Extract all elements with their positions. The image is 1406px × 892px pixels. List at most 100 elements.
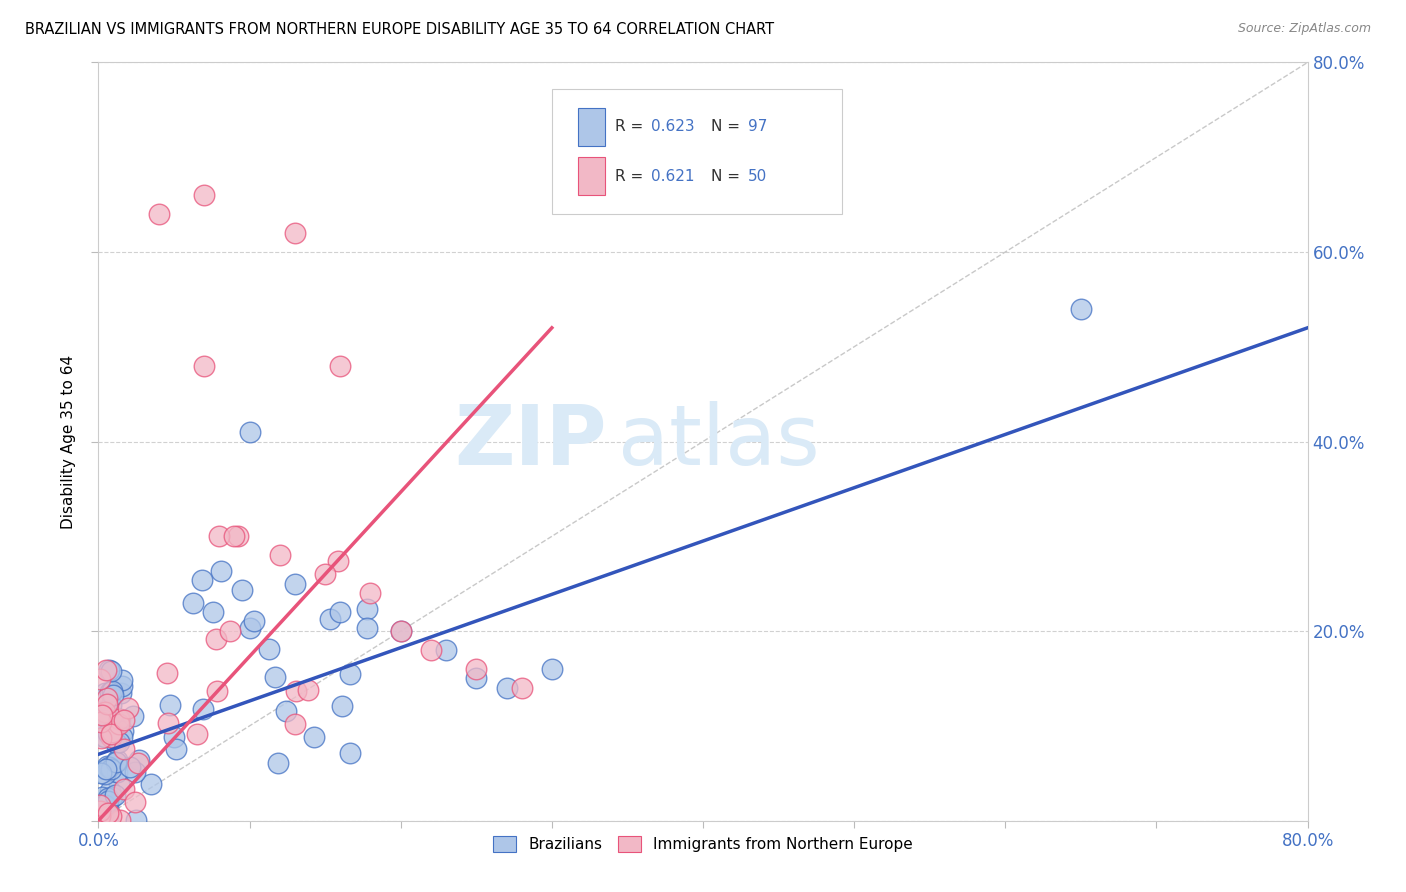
Point: [94, 708, 117, 723]
Point: [90, 713, 112, 727]
Point: [191, 701, 214, 715]
Point: [330, 699, 353, 714]
Point: [165, 742, 187, 756]
Point: [284, 226, 307, 240]
Point: [163, 730, 186, 744]
Point: [98, 784, 121, 798]
Point: [100, 762, 122, 776]
Point: [209, 564, 232, 578]
Point: [112, 782, 135, 797]
Point: [110, 686, 132, 700]
Point: [112, 714, 135, 728]
Point: [93, 724, 115, 739]
Point: [128, 753, 150, 767]
Point: [96, 727, 118, 741]
Point: [157, 716, 180, 731]
Point: [125, 814, 148, 828]
Point: [285, 684, 308, 698]
Text: 0.621: 0.621: [651, 169, 695, 184]
Point: [111, 673, 134, 688]
Point: [193, 359, 215, 373]
Point: [148, 207, 170, 221]
Point: [181, 596, 204, 610]
Point: [89, 673, 111, 687]
Point: [97, 726, 120, 740]
Point: [108, 712, 131, 726]
Point: [208, 529, 231, 543]
Point: [90, 789, 112, 804]
Point: [243, 615, 266, 629]
Point: [120, 760, 142, 774]
Point: [97, 806, 120, 821]
Text: R =: R =: [614, 169, 648, 184]
Point: [205, 683, 228, 698]
Legend: Brazilians, Immigrants from Northern Europe: Brazilians, Immigrants from Northern Eur…: [488, 830, 918, 858]
Point: [100, 726, 122, 740]
Point: [104, 788, 127, 802]
Text: N =: N =: [711, 120, 745, 135]
Point: [434, 643, 457, 657]
Point: [93, 767, 115, 781]
Point: [224, 529, 246, 543]
FancyBboxPatch shape: [551, 89, 842, 214]
Point: [91, 729, 114, 743]
Point: [284, 576, 307, 591]
Point: [90, 714, 112, 729]
Point: [101, 688, 124, 702]
Point: [326, 554, 349, 568]
Point: [100, 725, 122, 739]
Point: [127, 756, 149, 771]
Point: [389, 624, 412, 639]
Point: [465, 672, 488, 686]
Point: [228, 529, 250, 543]
Point: [104, 755, 127, 769]
Point: [105, 736, 128, 750]
FancyBboxPatch shape: [578, 157, 605, 195]
Point: [339, 746, 361, 760]
Point: [94, 730, 117, 744]
Point: [100, 684, 122, 698]
Text: 97: 97: [748, 120, 768, 135]
Point: [101, 711, 124, 725]
Point: [263, 670, 285, 684]
Point: [124, 795, 146, 809]
Point: [314, 567, 336, 582]
Point: [257, 642, 280, 657]
Point: [302, 730, 325, 744]
Point: [94, 797, 117, 812]
Point: [101, 708, 124, 723]
Point: [202, 605, 225, 619]
Point: [356, 602, 378, 616]
Point: [93, 705, 115, 719]
Point: [111, 723, 134, 738]
Point: [191, 573, 214, 587]
Point: [110, 813, 132, 827]
Point: [360, 586, 382, 600]
Point: [93, 714, 115, 728]
Point: [96, 759, 118, 773]
Point: [89, 809, 111, 823]
Point: [495, 681, 517, 695]
Point: [105, 753, 128, 767]
Point: [1070, 301, 1092, 316]
Point: [124, 764, 146, 779]
Point: [356, 621, 378, 635]
Point: [108, 712, 131, 726]
Point: [269, 548, 291, 563]
Point: [100, 730, 122, 744]
Point: [97, 723, 120, 738]
Point: [339, 666, 361, 681]
Point: [193, 188, 215, 202]
Point: [91, 719, 114, 733]
Y-axis label: Disability Age 35 to 64: Disability Age 35 to 64: [60, 354, 76, 529]
Text: Source: ZipAtlas.com: Source: ZipAtlas.com: [1237, 22, 1371, 36]
Point: [219, 624, 242, 638]
Point: [329, 359, 352, 373]
Point: [97, 718, 120, 732]
Point: [97, 790, 120, 805]
Point: [94, 762, 117, 776]
Text: atlas: atlas: [619, 401, 820, 482]
Text: 0.623: 0.623: [651, 120, 695, 135]
Point: [105, 765, 128, 780]
Point: [97, 663, 120, 677]
